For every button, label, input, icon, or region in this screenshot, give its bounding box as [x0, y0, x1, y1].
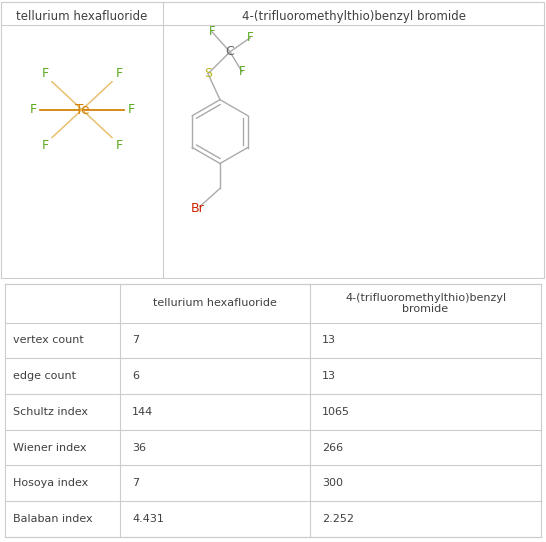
FancyBboxPatch shape [1, 2, 544, 278]
Text: 7: 7 [132, 335, 139, 345]
Text: F: F [115, 139, 122, 152]
Text: C: C [225, 46, 234, 59]
Text: Schultz index: Schultz index [13, 407, 88, 417]
Text: 36: 36 [132, 443, 146, 453]
Text: F: F [29, 103, 37, 116]
Text: vertex count: vertex count [13, 335, 84, 345]
Text: Te: Te [75, 102, 90, 117]
Text: S: S [204, 67, 212, 80]
Text: F: F [209, 25, 215, 38]
Text: Wiener index: Wiener index [13, 443, 86, 453]
Text: tellurium hexafluoride: tellurium hexafluoride [153, 299, 277, 308]
Text: 13: 13 [322, 335, 336, 345]
Text: edge count: edge count [13, 371, 76, 381]
Text: 7: 7 [132, 479, 139, 488]
Text: F: F [239, 65, 245, 78]
Text: Balaban index: Balaban index [13, 514, 93, 524]
Text: Hosoya index: Hosoya index [13, 479, 88, 488]
Text: 144: 144 [132, 407, 153, 417]
Text: 1065: 1065 [322, 407, 350, 417]
Text: 266: 266 [322, 443, 343, 453]
Text: F: F [247, 31, 253, 44]
Text: F: F [41, 67, 49, 80]
Text: 4.431: 4.431 [132, 514, 164, 524]
Text: Br: Br [191, 202, 205, 215]
Text: F: F [115, 67, 122, 80]
Text: 300: 300 [322, 479, 343, 488]
Text: 4-(trifluoromethylthio)benzyl bromide: 4-(trifluoromethylthio)benzyl bromide [242, 10, 466, 23]
Text: 2.252: 2.252 [322, 514, 354, 524]
Text: 4-(trifluoromethylthio)benzyl
bromide: 4-(trifluoromethylthio)benzyl bromide [345, 293, 506, 314]
Text: F: F [127, 103, 134, 116]
Text: F: F [41, 139, 49, 152]
Text: tellurium hexafluoride: tellurium hexafluoride [16, 10, 147, 23]
Text: 6: 6 [132, 371, 139, 381]
Text: 13: 13 [322, 371, 336, 381]
